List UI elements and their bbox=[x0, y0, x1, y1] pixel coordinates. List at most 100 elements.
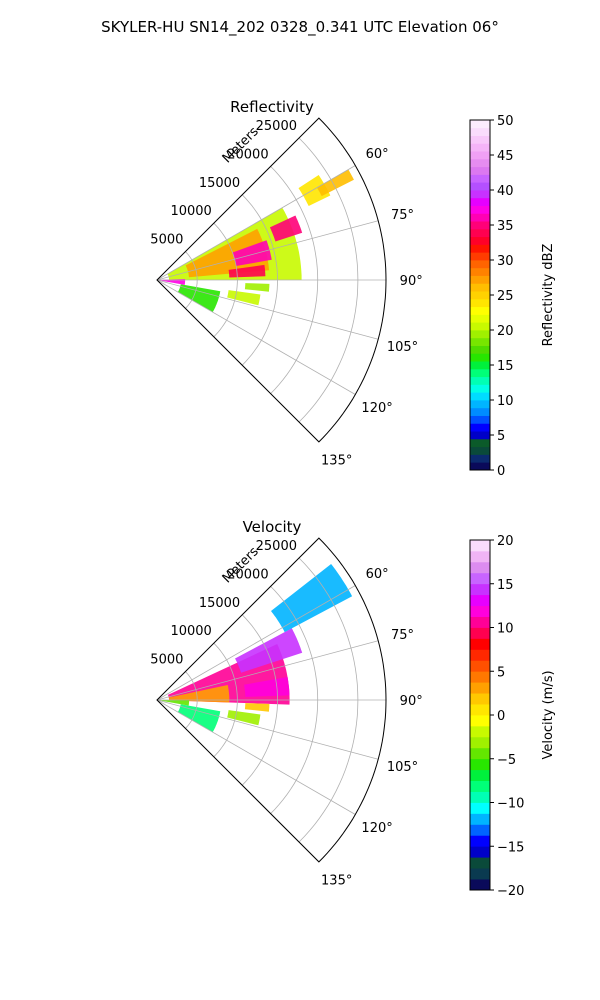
radial-tick-label: 10000 bbox=[170, 204, 211, 219]
colorbar-swatch bbox=[470, 205, 490, 214]
colorbar-tick-label: 45 bbox=[497, 149, 514, 164]
colorbar-swatch bbox=[470, 392, 490, 401]
colorbar-swatch bbox=[470, 345, 490, 354]
azimuth-spoke bbox=[156, 279, 379, 340]
colorbar-swatch bbox=[470, 693, 490, 705]
colorbar-swatch bbox=[470, 267, 490, 276]
colorbar-label: Velocity (m/s) bbox=[541, 670, 556, 759]
colorbar-swatch bbox=[470, 725, 490, 738]
radial-tick-label: 25000 bbox=[256, 119, 297, 134]
colorbar-tick-label: 35 bbox=[497, 219, 514, 234]
colorbar-swatch bbox=[470, 802, 490, 814]
reflectivity-colorbar: 0 5 10 15 20 25 30 35 40 45 50 Reflectivity dBZ bbox=[469, 114, 556, 479]
colorbar-tick-label: 20 bbox=[497, 324, 514, 339]
colorbar-swatch bbox=[470, 244, 490, 253]
colorbar-swatch bbox=[470, 813, 490, 825]
colorbar-swatch bbox=[470, 824, 490, 836]
velocity-title: Velocity bbox=[243, 518, 302, 536]
colorbar-swatch bbox=[470, 151, 490, 160]
colorbar-swatch bbox=[470, 550, 490, 563]
colorbar-swatch bbox=[470, 758, 490, 771]
echo-region bbox=[228, 264, 266, 278]
colorbar-swatch bbox=[470, 221, 490, 230]
colorbar-swatch bbox=[470, 660, 490, 672]
colorbar-swatch bbox=[470, 682, 490, 694]
echo-region bbox=[159, 279, 186, 285]
echo-region bbox=[232, 240, 272, 266]
angle-tick-label: 105° bbox=[387, 760, 418, 775]
colorbar-swatch bbox=[470, 704, 490, 716]
echo-region bbox=[227, 290, 261, 306]
colorbar-tick-label: 15 bbox=[497, 578, 514, 593]
angle-tick-label: 60° bbox=[366, 567, 389, 582]
colorbar-swatch bbox=[470, 361, 490, 370]
reflectivity-title: Reflectivity bbox=[230, 98, 314, 116]
radial-tick-label: 5000 bbox=[150, 653, 183, 668]
colorbar-swatch bbox=[470, 330, 490, 339]
colorbar-swatch bbox=[470, 868, 490, 880]
echo-region bbox=[168, 685, 230, 703]
colorbar-swatch bbox=[470, 120, 490, 129]
colorbar-swatch bbox=[470, 627, 490, 639]
colorbar-swatch bbox=[470, 605, 490, 617]
azimuth-spoke bbox=[156, 220, 379, 281]
colorbar-swatch bbox=[470, 236, 490, 245]
colorbar-swatch bbox=[470, 572, 490, 585]
radial-tick-label: 15000 bbox=[199, 176, 240, 191]
colorbar-swatch bbox=[470, 438, 490, 448]
colorbar-label: Reflectivity dBZ bbox=[541, 244, 556, 347]
reflectivity-echo-layer bbox=[159, 169, 354, 313]
angle-tick-label: 60° bbox=[366, 147, 389, 162]
colorbar-swatch bbox=[470, 275, 490, 284]
radial-tick-label: 20000 bbox=[227, 567, 268, 582]
colorbar-swatch bbox=[470, 228, 490, 238]
radial-tick-label: 5000 bbox=[150, 233, 183, 248]
colorbar-swatch bbox=[470, 540, 490, 552]
colorbar-swatch bbox=[470, 322, 490, 331]
radial-tick-label: 20000 bbox=[227, 147, 268, 162]
azimuth-spoke bbox=[156, 640, 379, 701]
angle-tick-label: 135° bbox=[321, 454, 352, 469]
colorbar-swatch bbox=[470, 454, 490, 463]
echo-region bbox=[271, 564, 353, 633]
angle-tick-label: 135° bbox=[321, 874, 352, 889]
colorbar-swatch bbox=[470, 879, 490, 891]
angle-tick-label: 75° bbox=[391, 208, 414, 223]
reflectivity-polar-grid bbox=[156, 117, 387, 443]
colorbar-swatch bbox=[470, 135, 490, 144]
colorbar-swatch bbox=[470, 166, 490, 175]
colorbar-tick-label: 15 bbox=[497, 359, 514, 374]
colorbar-swatch bbox=[470, 780, 490, 792]
colorbar-swatch bbox=[470, 376, 490, 385]
echo-region bbox=[177, 284, 221, 313]
colorbar-swatch bbox=[470, 835, 490, 847]
angle-tick-label: 120° bbox=[361, 401, 392, 416]
echo-region bbox=[185, 228, 270, 278]
angle-tick-label: 120° bbox=[361, 821, 392, 836]
colorbar-swatch bbox=[470, 314, 490, 323]
angle-tick-label: 75° bbox=[391, 628, 414, 643]
colorbar-swatch bbox=[470, 423, 490, 432]
colorbar-swatch bbox=[470, 400, 490, 409]
colorbar-swatch bbox=[470, 368, 490, 378]
colorbar-swatch bbox=[470, 143, 490, 152]
colorbar-swatch bbox=[470, 594, 490, 607]
velocity-echo-layer bbox=[159, 564, 353, 733]
colorbar-swatch bbox=[470, 561, 490, 574]
radial-tick-label: 10000 bbox=[170, 624, 211, 639]
colorbar-swatch bbox=[470, 260, 490, 269]
colorbar-swatch bbox=[470, 769, 490, 782]
colorbar-swatch bbox=[470, 174, 490, 183]
echo-region bbox=[269, 215, 303, 242]
echo-region bbox=[244, 703, 270, 712]
colorbar-swatch bbox=[470, 182, 490, 191]
colorbar-swatch bbox=[470, 384, 490, 393]
suptitle: SKYLER-HU SN14_202 0328_0.341 UTC Elevat… bbox=[101, 18, 499, 37]
colorbar-tick-label: 50 bbox=[497, 114, 514, 129]
azimuth-spoke bbox=[156, 279, 356, 395]
colorbar-swatch bbox=[470, 791, 490, 803]
colorbar-tick-label: 0 bbox=[497, 464, 505, 479]
colorbar-swatch bbox=[470, 616, 490, 628]
echo-region bbox=[159, 700, 190, 706]
